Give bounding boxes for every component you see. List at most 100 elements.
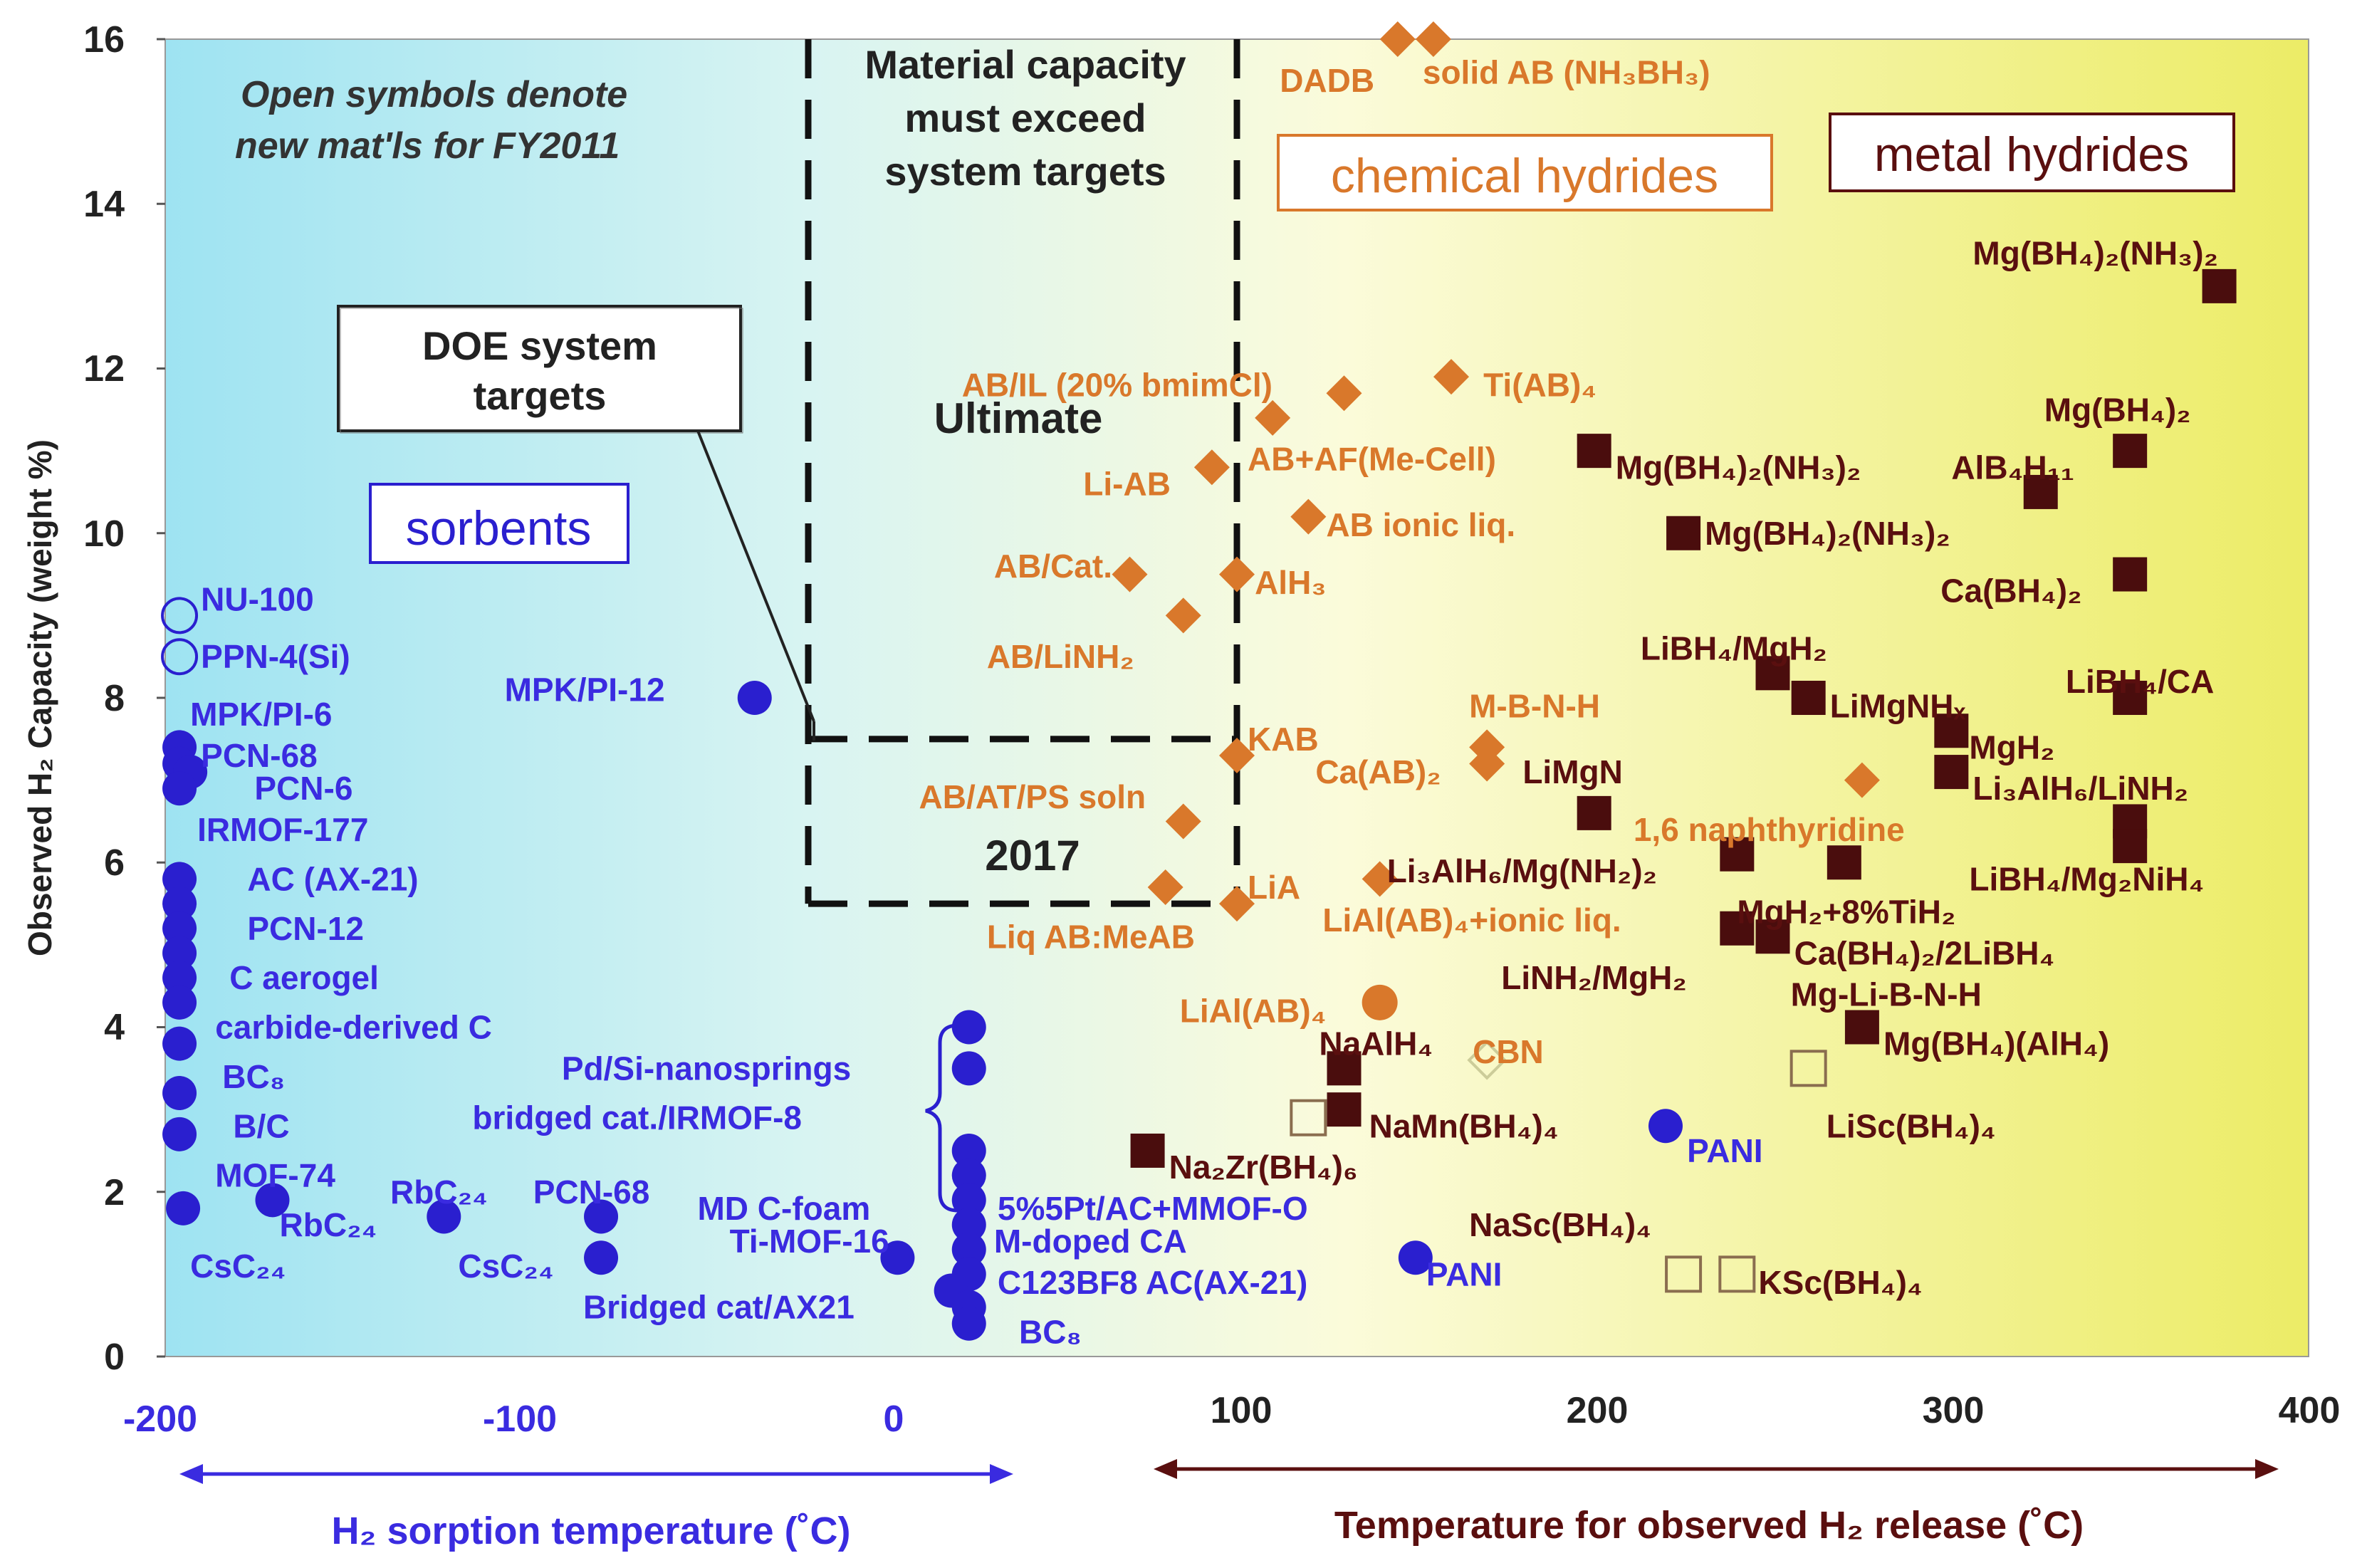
point-label: PCN-12 — [247, 910, 364, 947]
point-label: LiNH₂/MgH₂ — [1501, 959, 1687, 996]
y-tick-label: 6 — [104, 842, 125, 884]
point-label: MPK/PI-12 — [505, 671, 665, 708]
point-label: AB/Cat. — [994, 548, 1112, 585]
point-label: AB/AT/PS soln — [919, 778, 1146, 815]
chemical-hydride-point — [1362, 861, 1398, 897]
point-label: Na₂Zr(BH₄)₆ — [1169, 1149, 1358, 1186]
sorbent-point — [951, 1208, 986, 1242]
chemical-hydride-point — [1219, 737, 1255, 773]
point-label: LiBH₄/MgH₂ — [1641, 630, 1827, 667]
sorbent-point — [162, 887, 197, 921]
point-label: AB/LiNH₂ — [987, 638, 1134, 675]
sorbent-point — [584, 1240, 619, 1275]
point-label: LiSc(BH₄)₄ — [1827, 1107, 1996, 1144]
sorbent-point — [584, 1199, 619, 1234]
sorbent-point — [951, 1306, 986, 1341]
sorbent-point — [162, 1076, 197, 1110]
point-label: bridged cat./IRMOF-8 — [472, 1099, 802, 1136]
metal-hydrides-label: metal hydrides — [1874, 127, 2189, 182]
chemical-hydride-point — [1147, 869, 1183, 905]
chemical-hydrides-box — [1277, 134, 1773, 211]
sorption-range-arrow — [179, 1464, 1013, 1484]
doe-callout-line1: DOE system — [422, 323, 657, 368]
chemical-hydride-point — [1415, 21, 1451, 57]
point-label: Li₃AlH₆/LiNH₂ — [1972, 770, 2188, 807]
point-label: LiAl(AB)₄ — [1180, 992, 1327, 1029]
point-label: PANI — [1687, 1132, 1763, 1169]
point-label: KAB — [1248, 721, 1319, 758]
metal-hydride-point — [1827, 845, 1861, 880]
point-label: RbC₂₄ — [390, 1174, 488, 1211]
point-label: BC₈ — [222, 1058, 285, 1095]
chemical-hydride-point — [1290, 498, 1327, 535]
metal-hydride-point — [1755, 919, 1790, 954]
point-label: 5%5Pt/AC+MMOF-O — [998, 1190, 1308, 1227]
point-label: BC₈ — [1019, 1313, 1082, 1350]
metal-hydride-point — [1934, 755, 1969, 790]
chemical-hydride-point — [1362, 984, 1398, 1020]
sorbent-point — [427, 1199, 461, 1234]
metal-hydride-point — [1290, 1099, 1327, 1136]
metal-hydride-point — [1130, 1133, 1165, 1168]
y-axis-title: Observed H₂ Capacity (weight %) — [21, 439, 58, 956]
point-label: LiBH₄/Mg₂NiH₄ — [1969, 860, 2204, 897]
chemical-hydride-point — [1219, 886, 1255, 922]
point-label: carbide-derived C — [215, 1009, 492, 1046]
sorbent-point — [161, 597, 199, 634]
y-tick-label: 12 — [83, 348, 125, 390]
x-tick-label: -100 — [483, 1399, 557, 1440]
chemical-hydride-point — [1379, 21, 1416, 57]
chemical-hydride-point — [1112, 556, 1148, 592]
metal-hydride-point — [1934, 714, 1969, 748]
x-tick-label: 100 — [1211, 1390, 1273, 1431]
sorbent-point — [951, 1010, 986, 1045]
targets-caption-line1: Material capacity — [864, 42, 1186, 87]
metal-hydride-point — [1327, 1051, 1362, 1086]
point-label: Mg(BH₄)₂(NH₃)₂ — [1972, 235, 2218, 272]
point-label: MPK/PI-6 — [190, 696, 332, 733]
chemical-hydride-point — [1219, 556, 1255, 592]
sorbent-point — [166, 1191, 201, 1225]
point-label: CsC₂₄ — [458, 1248, 553, 1285]
chemical-hydride-point — [1165, 597, 1201, 634]
sorbent-point — [162, 862, 197, 897]
point-label: KSc(BH₄)₄ — [1758, 1264, 1922, 1301]
y-tick-label: 8 — [104, 678, 125, 719]
chemical-hydride-point — [1433, 359, 1469, 395]
point-label: Ca(BH₄)₂ — [1940, 573, 2081, 610]
point-label: RbC₂₄ — [280, 1206, 377, 1243]
point-label: MgH₂+8%TiH₂ — [1737, 894, 1955, 931]
x-tick-label: 400 — [2279, 1390, 2341, 1431]
point-label: NaMn(BH₄)₄ — [1369, 1107, 1559, 1144]
metal-hydride-point — [1577, 795, 1611, 830]
sorbent-point — [162, 771, 197, 806]
point-label: IRMOF-177 — [197, 811, 368, 848]
sorbent-point — [951, 1183, 986, 1218]
metal-hydride-point — [2113, 557, 2148, 592]
metal-hydride-point — [1755, 656, 1790, 691]
y-tick-label: 0 — [104, 1337, 125, 1378]
point-label: Ti(AB)₄ — [1483, 367, 1597, 404]
point-label: AlH₃ — [1255, 564, 1327, 601]
sorbent-point — [162, 936, 197, 971]
sorbent-point — [162, 1117, 197, 1151]
metal-hydrides-box — [1829, 113, 2235, 192]
point-label: Bridged cat/AX21 — [583, 1289, 855, 1326]
metal-hydride-point — [1665, 1255, 1703, 1293]
point-label: LiA — [1248, 869, 1300, 906]
metal-hydride-point — [2023, 474, 2058, 509]
metal-hydride-point — [1720, 911, 1755, 946]
sorbent-point — [162, 985, 197, 1020]
legend-note-line2: new mat'ls for FY2011 — [235, 125, 620, 167]
x-tick-label: -200 — [123, 1399, 197, 1440]
point-label: NaSc(BH₄)₄ — [1469, 1206, 1651, 1243]
point-label: DADB — [1280, 62, 1374, 99]
point-label: PCN-68 — [201, 737, 318, 774]
point-label: Liq AB:MeAB — [987, 918, 1195, 955]
x-tick-label: 200 — [1567, 1390, 1629, 1431]
point-label: Mg(BH₄)₂(NH₃)₂ — [1705, 515, 1950, 552]
targets-caption-line3: system targets — [884, 149, 1166, 194]
point-label: CBN — [1473, 1033, 1544, 1070]
chemical-hydride-point — [1255, 399, 1291, 436]
